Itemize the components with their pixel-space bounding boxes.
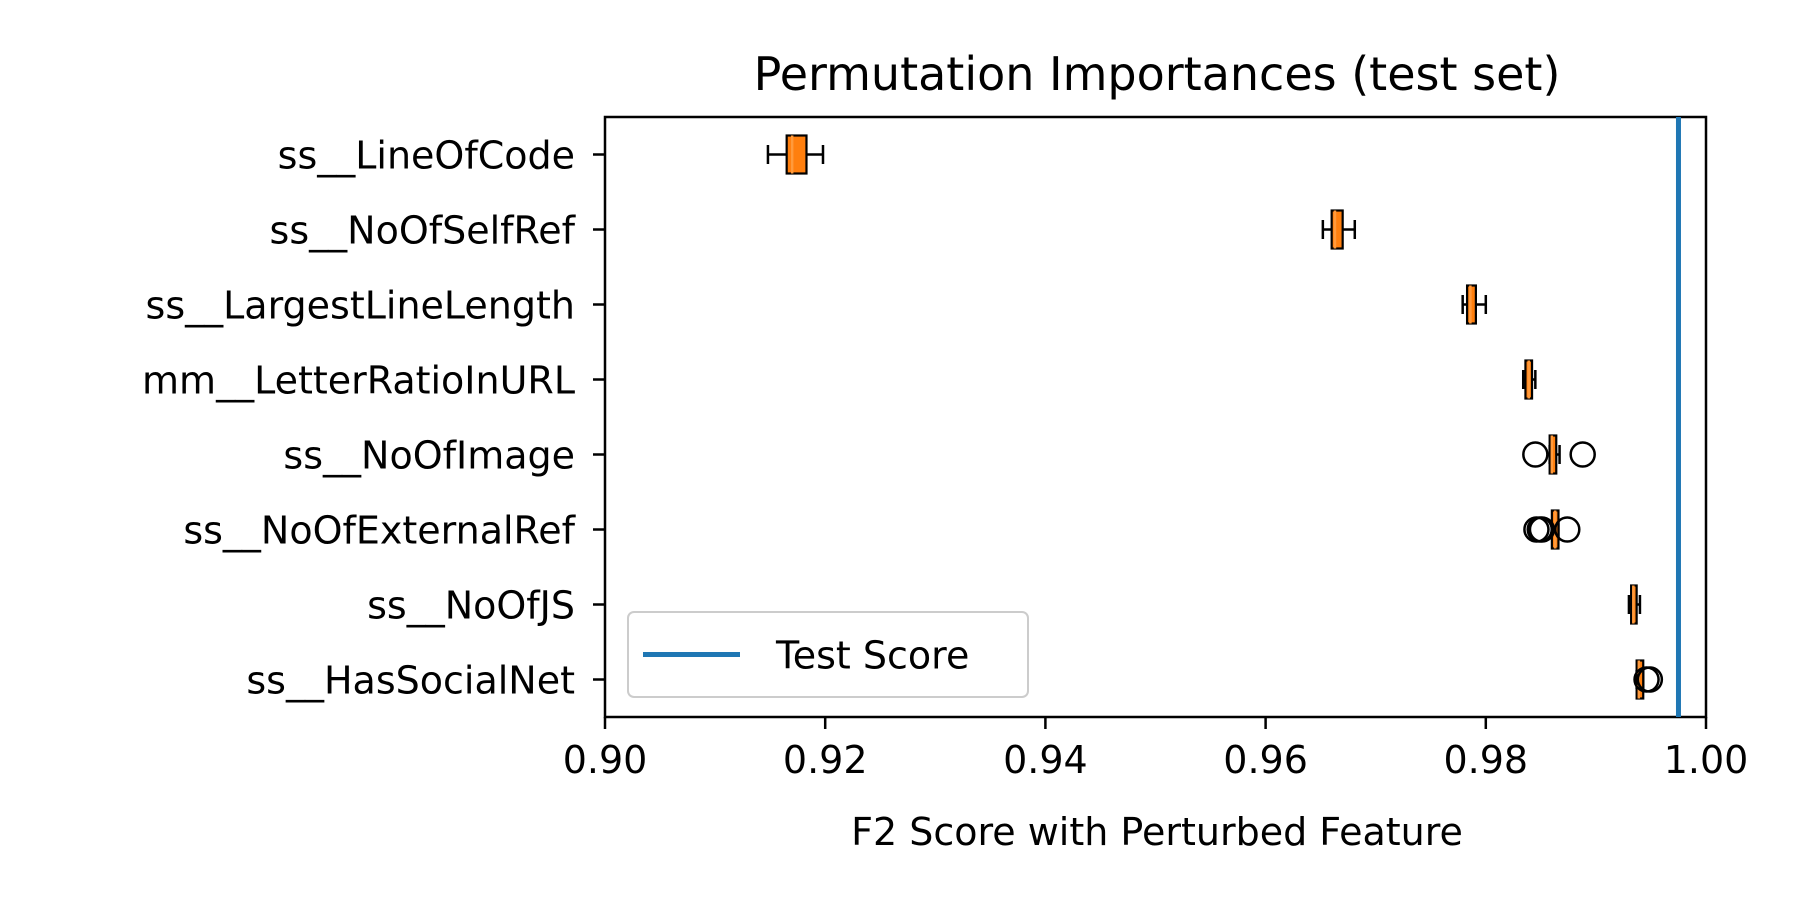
outlier-point	[1569, 441, 1596, 468]
box	[785, 134, 808, 175]
x-tick-label: 0.90	[563, 738, 648, 782]
y-tick-label: ss__LargestLineLength	[146, 284, 575, 328]
outlier-point	[1636, 666, 1664, 693]
legend-label: Test Score	[775, 634, 969, 678]
outlier-point	[1522, 441, 1549, 468]
chart-title: Permutation Importances (test set)	[754, 47, 1561, 101]
x-tick-label: 0.94	[1003, 738, 1088, 782]
y-tick-label: mm__LetterRatioInURL	[142, 359, 575, 403]
plot-frame	[603, 115, 1708, 719]
y-tick-label: ss__NoOfImage	[283, 434, 575, 478]
y-tick-label: ss__NoOfExternalRef	[183, 509, 576, 553]
outlier-point	[1554, 516, 1581, 543]
y-tick-label: ss__NoOfSelfRef	[270, 209, 577, 253]
x-axis-label: F2 Score with Perturbed Feature	[851, 810, 1463, 854]
plot-area: 0.90 0.92 0.94 0.96 0.98 1.00 ss__LineOfCodess…	[142, 115, 1749, 782]
x-tick-label: 0.96	[1223, 738, 1308, 782]
box	[1330, 209, 1344, 250]
y-tick-label: ss__LineOfCode	[278, 134, 575, 178]
x-tick-label: 0.98	[1443, 738, 1528, 782]
outlier-point	[1528, 516, 1556, 543]
x-tick-label: 0.92	[783, 738, 868, 782]
legend-box	[627, 611, 1029, 698]
x-tick-label: 1.00	[1664, 738, 1749, 782]
y-tick-label: ss__NoOfJS	[367, 584, 575, 628]
y-tick-label: ss__HasSocialNet	[246, 659, 575, 703]
